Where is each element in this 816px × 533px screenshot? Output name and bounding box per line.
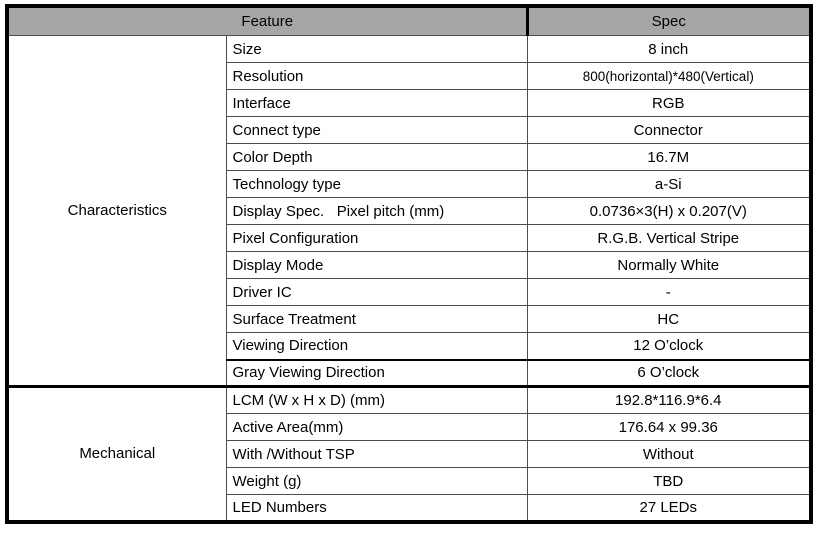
spec-cell-size: 8 inch xyxy=(526,35,812,63)
spec-cell-tsp: Without xyxy=(526,440,812,468)
spec-cell-pixel-pitch: 0.0736×3(H) x 0.207(V) xyxy=(526,197,812,225)
feature-cell-interface: Interface xyxy=(225,89,528,117)
spec-cell-viewing-direction: 12 O’clock xyxy=(526,332,812,360)
spec-cell-pixel-configuration: R.G.B. Vertical Stripe xyxy=(526,224,812,252)
feature-cell-led-numbers: LED Numbers xyxy=(225,494,528,522)
header-spec-cell: Spec xyxy=(525,5,812,36)
feature-cell-pixel-pitch: Display Spec. Pixel pitch (mm) xyxy=(225,197,528,225)
table-row: Pixel Configuration R.G.B. Vertical Stri… xyxy=(7,224,812,252)
feature-cell-active-area: Active Area(mm) xyxy=(225,413,528,441)
feature-cell-connect-type: Connect type xyxy=(225,116,528,144)
display-spec-table: Feature Spec Characteristics Size 8 inch… xyxy=(5,4,814,524)
spec-cell-lcm-dimensions: 192.8*116.9*6.4 xyxy=(526,385,812,414)
feature-cell-viewing-direction: Viewing Direction xyxy=(225,332,528,360)
header-row: Feature Spec xyxy=(6,5,812,36)
spec-cell-display-mode: Normally White xyxy=(526,251,812,279)
spec-cell-gray-viewing-direction: 6 O’clock xyxy=(526,358,812,387)
feature-cell-lcm-dimensions: LCM (W x H x D) (mm) xyxy=(225,385,528,414)
table-row: Interface RGB xyxy=(7,89,812,117)
spec-cell-resolution: 800(horizontal)*480(Vertical) xyxy=(526,62,812,90)
table-row: Connect type Connector xyxy=(7,116,812,144)
spec-cell-active-area: 176.64 x 99.36 xyxy=(526,413,812,441)
table-row: Technology type a-Si xyxy=(7,170,812,198)
table-row: LED Numbers 27 LEDs xyxy=(7,494,812,522)
feature-cell-technology-type: Technology type xyxy=(225,170,528,198)
spec-cell-interface: RGB xyxy=(526,89,812,117)
group-cell-mechanical: Mechanical xyxy=(6,385,227,522)
feature-cell-size: Size xyxy=(225,35,528,63)
spec-cell-connect-type: Connector xyxy=(526,116,812,144)
header-feature-cell: Feature xyxy=(6,5,528,36)
feature-cell-pixel-configuration: Pixel Configuration xyxy=(225,224,528,252)
feature-cell-resolution: Resolution xyxy=(225,62,528,90)
table-row: Display Spec. Pixel pitch (mm) 0.0736×3(… xyxy=(7,197,812,225)
table-row: Resolution 800(horizontal)*480(Vertical) xyxy=(7,62,812,90)
feature-cell-surface-treatment: Surface Treatment xyxy=(225,305,528,333)
table-row: Surface Treatment HC xyxy=(7,305,812,333)
table-row: Weight (g) TBD xyxy=(7,467,812,495)
feature-cell-color-depth: Color Depth xyxy=(225,143,528,171)
feature-cell-weight: Weight (g) xyxy=(225,467,528,495)
spec-cell-surface-treatment: HC xyxy=(526,305,812,333)
spec-cell-led-numbers: 27 LEDs xyxy=(526,494,812,522)
feature-cell-gray-viewing-direction: Gray Viewing Direction xyxy=(225,358,528,387)
spec-cell-technology-type: a-Si xyxy=(526,170,812,198)
table-row: Characteristics Size 8 inch xyxy=(6,35,812,387)
group-cell-characteristics: Characteristics xyxy=(6,35,227,387)
feature-cell-display-mode: Display Mode xyxy=(225,251,528,279)
spec-cell-color-depth: 16.7M xyxy=(526,143,812,171)
feature-cell-tsp: With /Without TSP xyxy=(225,440,528,468)
table-row: Mechanical LCM (W x H x D) (mm) 192.8*11… xyxy=(6,385,812,522)
spec-cell-driver-ic: - xyxy=(526,278,812,306)
spec-cell-weight: TBD xyxy=(526,467,812,495)
table-row: Color Depth 16.7M xyxy=(7,143,812,171)
feature-cell-driver-ic: Driver IC xyxy=(225,278,528,306)
table-row: Display Mode Normally White xyxy=(7,251,812,279)
